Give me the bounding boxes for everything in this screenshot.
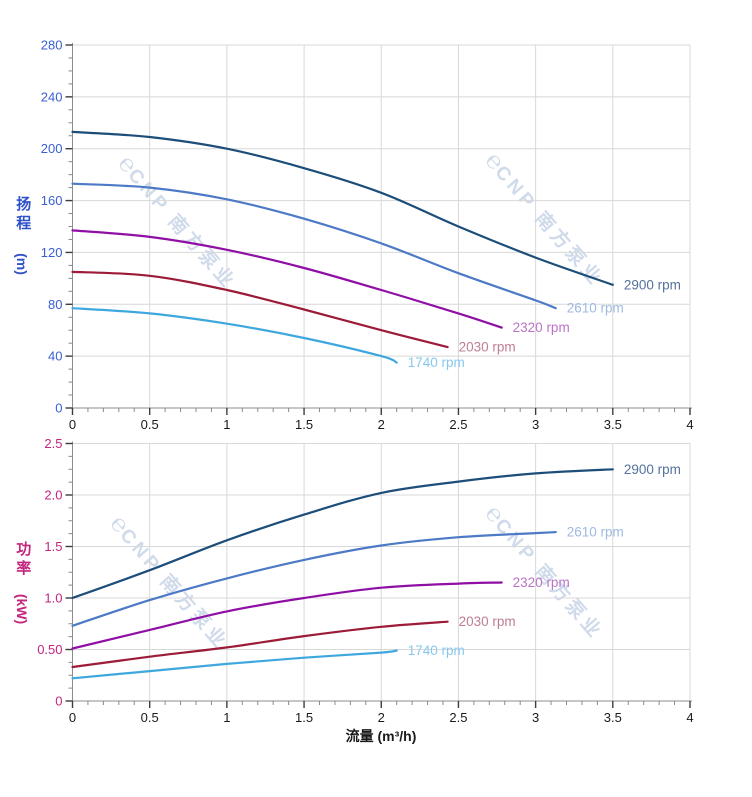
head-curve-2320-rpm bbox=[71, 229, 503, 329]
x-tick-label: 1.5 bbox=[295, 710, 313, 725]
power-curve-label-2610-rpm: 2610 rpm bbox=[567, 525, 624, 540]
head-axis-title-text: 扬程 bbox=[14, 196, 32, 234]
y-tick-label: 0.50 bbox=[37, 642, 62, 657]
y-tick-label: 240 bbox=[41, 89, 63, 104]
head-curve-2030-rpm bbox=[71, 270, 449, 349]
head-grid bbox=[72, 44, 691, 408]
x-tick-label: 3.5 bbox=[604, 417, 622, 432]
y-tick-label: 80 bbox=[48, 297, 62, 312]
power-curve-2610-rpm bbox=[71, 531, 557, 627]
power-curve-label-2030-rpm: 2030 rpm bbox=[459, 614, 516, 629]
y-tick-label: 1.5 bbox=[44, 539, 62, 554]
power-axis-title: 功率 (kW) bbox=[5, 541, 39, 624]
head-curve-2900-rpm bbox=[71, 130, 614, 286]
flow-axis-title: 流量 (m³/h) bbox=[345, 728, 417, 744]
x-tick-label: 3 bbox=[532, 710, 539, 725]
x-tick-label: 2 bbox=[378, 417, 385, 432]
head-chart: 0 0.5 1 1.5 2 2.5 3 3.5 404080120160200240280290… bbox=[41, 38, 694, 433]
power-tick-labels: 0 0.5 1 1.5 2 2.5 3 3.5 4 0 0.50 1.0 1.5 2.0 2.5 bbox=[37, 436, 693, 725]
x-tick-label: 4 bbox=[686, 710, 693, 725]
power-curve-label-1740-rpm: 1740 rpm bbox=[408, 643, 465, 658]
x-tick-label: 0.5 bbox=[141, 710, 159, 725]
x-tick-label: 2.5 bbox=[449, 710, 467, 725]
y-tick-label: 280 bbox=[41, 38, 63, 53]
head-axis-unit: (m) bbox=[14, 253, 30, 275]
power-curve-2900-rpm bbox=[71, 468, 614, 600]
x-tick-label: 2 bbox=[378, 710, 385, 725]
y-tick-label: 40 bbox=[48, 349, 62, 364]
power-curve-label-2320-rpm: 2320 rpm bbox=[513, 575, 570, 590]
x-tick-label: 0 bbox=[69, 417, 76, 432]
y-tick-label: 1.0 bbox=[44, 591, 62, 606]
head-curve-1740-rpm bbox=[71, 307, 398, 364]
y-tick-label: 2.0 bbox=[44, 488, 62, 503]
head-curve-label-2610-rpm: 2610 rpm bbox=[567, 301, 624, 316]
x-tick-label: 4 bbox=[686, 417, 693, 432]
power-axes bbox=[72, 441, 692, 702]
x-tick-label: 0.5 bbox=[141, 417, 159, 432]
y-tick-label: 0 bbox=[55, 694, 62, 709]
y-tick-label: 160 bbox=[41, 193, 63, 208]
power-ticks bbox=[65, 442, 691, 708]
power-curve-2030-rpm bbox=[71, 620, 449, 669]
power-curve-2320-rpm bbox=[71, 581, 503, 650]
y-tick-label: 2.5 bbox=[44, 436, 62, 451]
power-axis-title-text: 功率 bbox=[14, 541, 32, 579]
y-tick-label: 120 bbox=[41, 245, 63, 260]
head-curve-label-1740-rpm: 1740 rpm bbox=[408, 355, 465, 370]
power-chart: 0 0.5 1 1.5 2 2.5 3 3.5 4 0 0.50 1.0 1.5 2.0 2.5 2900 r… bbox=[37, 436, 693, 725]
head-curve-label-2030-rpm: 2030 rpm bbox=[459, 340, 516, 355]
head-curve-label-2320-rpm: 2320 rpm bbox=[513, 320, 570, 335]
x-tick-label: 1 bbox=[223, 417, 230, 432]
power-curve-label-2900-rpm: 2900 rpm bbox=[624, 462, 681, 477]
x-tick-label: 2.5 bbox=[449, 417, 467, 432]
power-grid bbox=[72, 443, 691, 701]
head-curve-label-2900-rpm: 2900 rpm bbox=[624, 277, 681, 292]
x-tick-label: 3.5 bbox=[604, 710, 622, 725]
head-curve-2610-rpm bbox=[71, 182, 557, 310]
x-tick-label: 0 bbox=[69, 710, 76, 725]
x-tick-label: 1.5 bbox=[295, 417, 313, 432]
y-tick-label: 0 bbox=[55, 401, 62, 416]
x-tick-label: 3 bbox=[532, 417, 539, 432]
head-axes bbox=[72, 43, 692, 409]
head-axis-title: 扬程 (m) bbox=[5, 196, 39, 275]
power-axis-unit: (kW) bbox=[13, 593, 30, 625]
head-ticks bbox=[65, 44, 691, 415]
x-tick-label: 1 bbox=[223, 710, 230, 725]
y-tick-label: 200 bbox=[41, 141, 63, 156]
power-curve-1740-rpm bbox=[71, 649, 398, 680]
